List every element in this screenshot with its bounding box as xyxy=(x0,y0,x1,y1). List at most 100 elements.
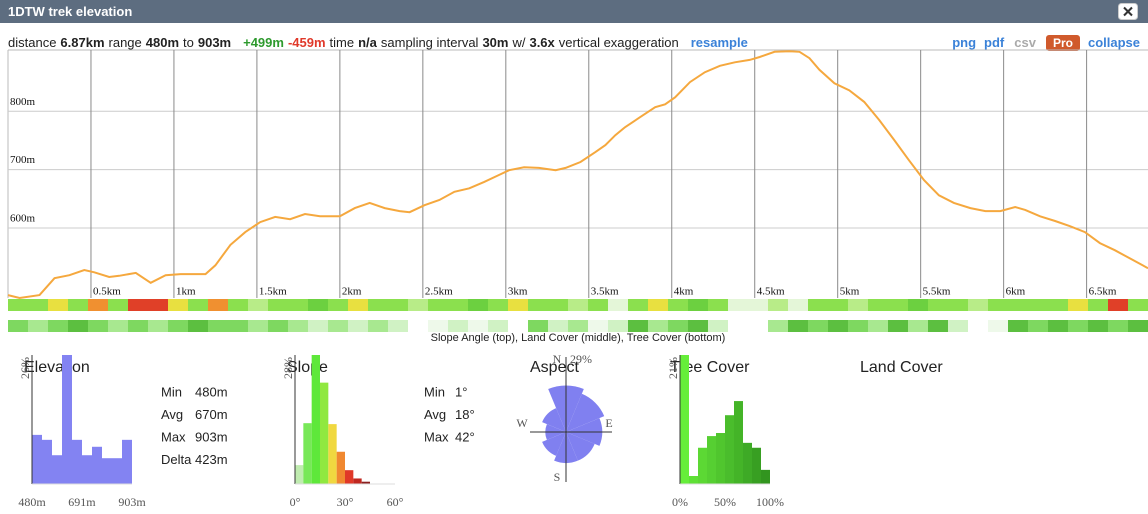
direction-label: W xyxy=(516,416,528,430)
strip-cell xyxy=(748,299,769,311)
strip-cell xyxy=(488,299,509,311)
strip-cell xyxy=(288,320,309,332)
histogram-bar xyxy=(689,476,698,484)
strip-cell xyxy=(668,299,689,311)
strip-cell xyxy=(8,299,29,311)
strip-cell xyxy=(948,299,969,311)
histogram-bar xyxy=(361,481,370,484)
strip-cell xyxy=(1108,299,1129,311)
strip-cell xyxy=(908,299,929,311)
stat-label: Avg xyxy=(424,407,446,422)
summary-text: vertical exaggeration xyxy=(558,35,679,50)
histogram-bar xyxy=(716,433,725,484)
strip-cell xyxy=(128,320,149,332)
x-tick-label: 6.5km xyxy=(1089,286,1117,298)
panel-title: Elevation xyxy=(24,359,90,376)
aspect-wedge xyxy=(542,432,566,456)
histogram-bar xyxy=(328,424,337,484)
strip-cell xyxy=(308,320,329,332)
stat-value: 670m xyxy=(195,407,228,422)
export-link[interactable]: png xyxy=(952,35,977,50)
x-tick-label: 3.5km xyxy=(591,286,619,298)
strip-cell xyxy=(68,299,89,311)
strip-cell xyxy=(448,299,469,311)
summary-text: time xyxy=(329,35,355,50)
histogram-bar xyxy=(82,455,92,484)
histogram-bar xyxy=(734,401,743,484)
strip-cell xyxy=(168,320,189,332)
x-tick-label: 480m xyxy=(18,495,46,509)
strip-cell xyxy=(408,299,429,311)
histogram-bar xyxy=(112,458,122,484)
strip-cell xyxy=(1068,299,1089,311)
histogram-bar xyxy=(707,436,716,484)
strip-cell xyxy=(288,299,309,311)
strip-cell xyxy=(728,320,749,332)
strip-cell xyxy=(268,299,289,311)
strip-cell xyxy=(308,299,329,311)
strip-cell xyxy=(948,320,969,332)
stat-label: Max xyxy=(424,429,449,444)
strip-cell xyxy=(28,299,49,311)
summary-text: -459m xyxy=(287,35,326,50)
strip-cell xyxy=(888,320,909,332)
strip-cell xyxy=(1088,320,1109,332)
strip-cell xyxy=(528,299,549,311)
strip-cell xyxy=(268,320,289,332)
x-tick-label: 100% xyxy=(756,495,784,509)
close-button[interactable] xyxy=(1118,3,1138,20)
x-tick-label: 903m xyxy=(118,495,146,509)
summary-text: range xyxy=(108,35,142,50)
histogram-bar xyxy=(311,355,320,484)
strip-cell xyxy=(888,299,909,311)
histogram-bar xyxy=(295,465,304,484)
x-tick-label: 6km xyxy=(1006,286,1026,298)
histogram-bar xyxy=(336,451,345,484)
strip-cell xyxy=(708,299,729,311)
strip-cell xyxy=(748,320,769,332)
strip-cell xyxy=(1008,299,1029,311)
strip-cell xyxy=(548,299,569,311)
strip-cell xyxy=(568,299,589,311)
strip-cell xyxy=(828,299,849,311)
strip-cell xyxy=(108,299,129,311)
strip-cell xyxy=(1128,299,1148,311)
strip-cell xyxy=(508,320,529,332)
x-tick-label: 4km xyxy=(674,286,694,298)
strip-cell xyxy=(1088,299,1109,311)
strip-cell xyxy=(8,320,29,332)
x-tick-label: 5.5km xyxy=(923,286,951,298)
strip-cell xyxy=(988,320,1009,332)
summary-text: +499m xyxy=(243,35,284,50)
strip-cell xyxy=(228,320,249,332)
strip-cell xyxy=(968,320,989,332)
aspect-wedge xyxy=(542,408,566,432)
strip-cell xyxy=(1048,299,1069,311)
strip-cell xyxy=(208,320,229,332)
summary-text: 30m xyxy=(482,35,509,50)
strip-cell xyxy=(28,320,49,332)
strip-cell xyxy=(248,299,269,311)
strip-cell xyxy=(828,320,849,332)
pro-badge[interactable]: Pro xyxy=(1045,35,1080,51)
histogram-bar xyxy=(761,469,770,484)
strip-cell xyxy=(848,320,869,332)
export-link[interactable]: pdf xyxy=(984,35,1005,50)
stat-value: 903m xyxy=(195,429,228,444)
y-tick-label: 700m xyxy=(10,154,36,166)
histogram-bar xyxy=(42,439,52,484)
histogram-bar xyxy=(32,434,42,484)
strip-cell xyxy=(108,320,129,332)
strip-cell xyxy=(428,299,449,311)
x-tick-label: 60° xyxy=(387,495,404,509)
aspect-wedge xyxy=(566,393,605,432)
strip-cell xyxy=(388,299,409,311)
summary-text: n/a xyxy=(358,35,377,50)
stat-value: 1° xyxy=(455,384,467,399)
resample-link[interactable]: resample xyxy=(690,35,748,50)
strip-cell xyxy=(1068,320,1089,332)
summary-text: w/ xyxy=(512,35,526,50)
export-link[interactable]: collapse xyxy=(1087,35,1140,50)
